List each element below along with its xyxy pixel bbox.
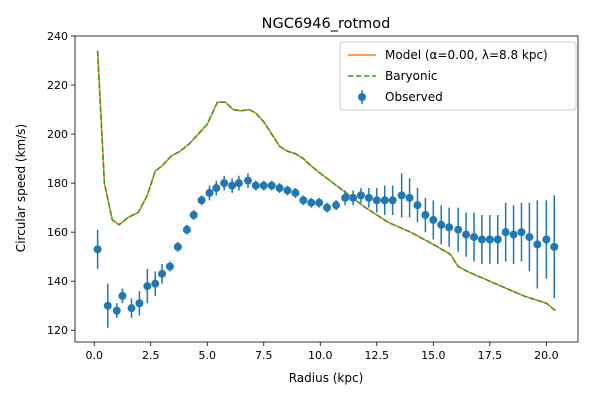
observed-point — [220, 179, 229, 188]
observed-point — [364, 193, 373, 202]
x-tick-label: 10.0 — [308, 349, 333, 362]
observed-point — [388, 196, 397, 205]
observed-point — [243, 176, 252, 185]
observed-point — [413, 201, 422, 210]
observed-point — [189, 210, 198, 219]
y-tick-label: 220 — [47, 79, 68, 92]
observed-point — [182, 225, 191, 234]
observed-point — [127, 304, 136, 313]
observed-point — [332, 201, 341, 210]
observed-point — [470, 233, 479, 242]
observed-point — [151, 279, 160, 288]
legend-label: Baryonic — [385, 69, 438, 83]
chart-title: NGC6946_rotmod — [262, 16, 391, 32]
observed-point — [405, 193, 414, 202]
x-tick-label: 0.0 — [85, 349, 103, 362]
x-tick-label: 15.0 — [421, 349, 446, 362]
observed-point — [356, 191, 365, 200]
observed-point — [421, 210, 430, 219]
observed-point — [380, 196, 389, 205]
observed-point — [542, 235, 551, 244]
observed-point — [485, 235, 494, 244]
observed-point — [445, 223, 454, 232]
y-tick-label: 200 — [47, 128, 68, 141]
x-tick-label: 12.5 — [365, 349, 390, 362]
observed-point — [315, 198, 324, 207]
observed-point — [143, 282, 152, 291]
observed-point — [372, 196, 381, 205]
observed-point — [118, 291, 127, 300]
x-tick-label: 2.5 — [142, 349, 160, 362]
observed-point — [283, 186, 292, 195]
observed-point — [212, 184, 221, 193]
y-axis-label: Circular speed (km/s) — [14, 124, 28, 252]
legend-swatch-observed — [358, 93, 366, 101]
x-tick-label: 20.0 — [534, 349, 559, 362]
observed-point — [550, 242, 559, 251]
observed-point — [93, 245, 102, 254]
axes-frame — [74, 35, 579, 343]
x-tick-label: 5.0 — [198, 349, 216, 362]
observed-point — [509, 230, 518, 239]
observed-point — [501, 228, 510, 237]
observed-point — [341, 193, 350, 202]
baryonic-line — [96, 50, 556, 312]
y-tick-label: 160 — [47, 226, 68, 239]
observed-point — [462, 230, 471, 239]
observed-point — [103, 301, 112, 310]
legend-box — [339, 41, 577, 111]
observed-point — [275, 184, 284, 193]
observed-point — [429, 215, 438, 224]
observed-point — [234, 179, 243, 188]
observed-point — [158, 269, 167, 278]
y-tick-label: 180 — [47, 177, 68, 190]
observed-point — [135, 299, 144, 308]
observed-point — [525, 233, 534, 242]
y-tick-label: 140 — [47, 275, 68, 288]
observed-point — [323, 203, 332, 212]
observed-point — [197, 196, 206, 205]
observed-point — [259, 181, 268, 190]
observed-point — [517, 228, 526, 237]
observed-point — [493, 235, 502, 244]
observed-point — [291, 188, 300, 197]
observed-point — [397, 191, 406, 200]
x-tick-label: 17.5 — [478, 349, 503, 362]
observed-point — [205, 188, 214, 197]
y-tick-label: 240 — [47, 30, 68, 43]
observed-point — [437, 220, 446, 229]
observed-point — [267, 181, 276, 190]
observed-point — [251, 181, 260, 190]
x-tick-label: 7.5 — [255, 349, 273, 362]
observed-point — [173, 242, 182, 251]
observed-point — [112, 306, 121, 315]
legend-label: Model (α=0.00, λ=8.8 kpc) — [385, 48, 548, 62]
observed-point — [165, 262, 174, 271]
x-axis-label: Radius (kpc) — [289, 371, 364, 385]
observed-point — [454, 225, 463, 234]
observed-point — [299, 196, 308, 205]
observed-point — [477, 235, 486, 244]
y-tick-label: 120 — [47, 324, 68, 337]
observed-point — [533, 240, 542, 249]
observed-point — [349, 193, 358, 202]
plot-area: 0.0 2.5 5.0 7.5 10.0 12.5 15.0 17.5 20.0 120 140 16… — [47, 30, 579, 362]
legend: Model (α=0.00, λ=8.8 kpc) Baryonic Observe… — [339, 41, 577, 111]
observed-point — [307, 198, 316, 207]
observed-point — [228, 181, 237, 190]
legend-label: Observed — [385, 90, 443, 104]
